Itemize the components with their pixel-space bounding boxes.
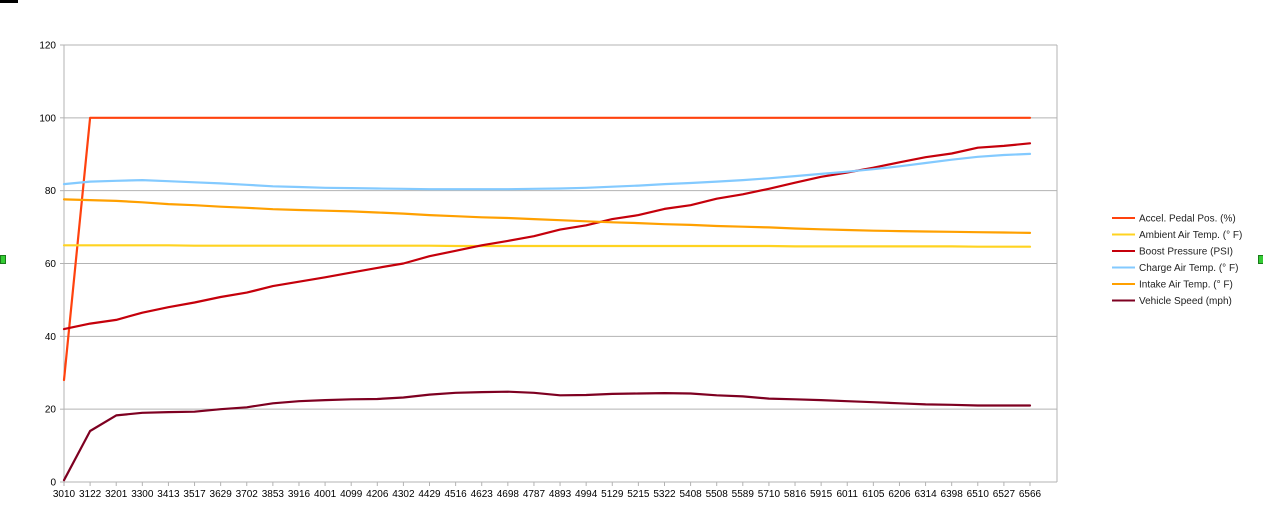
y-tick-label: 100 xyxy=(39,113,56,124)
x-tick-label: 4516 xyxy=(444,489,467,500)
x-tick-label: 3853 xyxy=(262,489,285,500)
x-tick-label: 3201 xyxy=(105,489,128,500)
series-line-1 xyxy=(62,244,1032,248)
legend-label: Ambient Air Temp. (° F) xyxy=(1139,230,1242,241)
series-line-2 xyxy=(62,142,1032,331)
x-tick-label: 6566 xyxy=(1019,489,1042,500)
x-tick-label: 3916 xyxy=(288,489,311,500)
x-tick-label: 6510 xyxy=(967,489,990,500)
x-tick-label: 5710 xyxy=(758,489,781,500)
axes xyxy=(60,44,1058,486)
x-tick-label: 5915 xyxy=(810,489,833,500)
x-tick-label: 6527 xyxy=(993,489,1016,500)
series-line-3 xyxy=(62,152,1032,191)
y-tick-label: 80 xyxy=(45,186,57,197)
x-tick-label: 4623 xyxy=(471,489,494,500)
x-tick-label: 5589 xyxy=(732,489,755,500)
x-tick-label: 6314 xyxy=(914,489,937,500)
x-tick-label: 5129 xyxy=(601,489,624,500)
legend: Accel. Pedal Pos. (%) Ambient Air Temp. (… xyxy=(1112,214,1242,307)
x-tick-label: 4787 xyxy=(523,489,546,500)
x-tick-label: 5408 xyxy=(679,489,702,500)
x-tick-label: 4302 xyxy=(392,489,415,500)
x-axis-tick-labels: 3010 3122 3201 3300 3413 3517 3629 3702 3853 3916… xyxy=(53,489,1042,500)
y-tick-label: 120 xyxy=(39,41,56,52)
x-tick-label: 3010 xyxy=(53,489,76,500)
y-tick-label: 40 xyxy=(45,332,57,343)
y-tick-label: 20 xyxy=(45,405,57,416)
x-tick-label: 3629 xyxy=(210,489,233,500)
x-tick-label: 4698 xyxy=(497,489,520,500)
x-tick-label: 3300 xyxy=(131,489,154,500)
y-tick-label: 60 xyxy=(45,259,57,270)
corner-mark xyxy=(0,0,18,3)
x-tick-label: 6105 xyxy=(862,489,885,500)
legend-label: Vehicle Speed (mph) xyxy=(1139,296,1232,307)
legend-label: Intake Air Temp. (° F) xyxy=(1139,280,1233,291)
x-tick-label: 5322 xyxy=(653,489,676,500)
legend-label: Accel. Pedal Pos. (%) xyxy=(1139,214,1236,225)
x-tick-label: 3517 xyxy=(183,489,206,500)
y-tick-label: 0 xyxy=(50,478,56,489)
left-resize-handle[interactable] xyxy=(0,255,6,264)
legend-label: Boost Pressure (PSI) xyxy=(1139,247,1233,258)
legend-label: Charge Air Temp. (° F) xyxy=(1139,263,1238,274)
x-tick-label: 4001 xyxy=(314,489,337,500)
x-tick-label: 4429 xyxy=(418,489,441,500)
x-tick-label: 4099 xyxy=(340,489,363,500)
x-tick-label: 3702 xyxy=(236,489,259,500)
series-line-5 xyxy=(62,390,1032,482)
x-tick-label: 5215 xyxy=(627,489,650,500)
x-tick-label: 6206 xyxy=(888,489,911,500)
series-lines xyxy=(62,116,1032,482)
x-tick-label: 5816 xyxy=(784,489,807,500)
x-tick-label: 5508 xyxy=(706,489,729,500)
x-tick-label: 4994 xyxy=(575,489,598,500)
series-line-4 xyxy=(62,198,1032,234)
x-tick-label: 3122 xyxy=(79,489,102,500)
x-tick-label: 4206 xyxy=(366,489,389,500)
x-tick-label: 6398 xyxy=(941,489,964,500)
x-tick-label: 3413 xyxy=(157,489,180,500)
x-tick-label: 4893 xyxy=(549,489,572,500)
y-axis-tick-labels: 0 20 40 60 80 100 120 xyxy=(39,41,56,489)
x-tick-label: 6011 xyxy=(836,489,858,500)
series-line-0 xyxy=(62,116,1032,382)
gridlines xyxy=(64,44,1057,483)
right-resize-handle[interactable] xyxy=(1258,255,1263,264)
